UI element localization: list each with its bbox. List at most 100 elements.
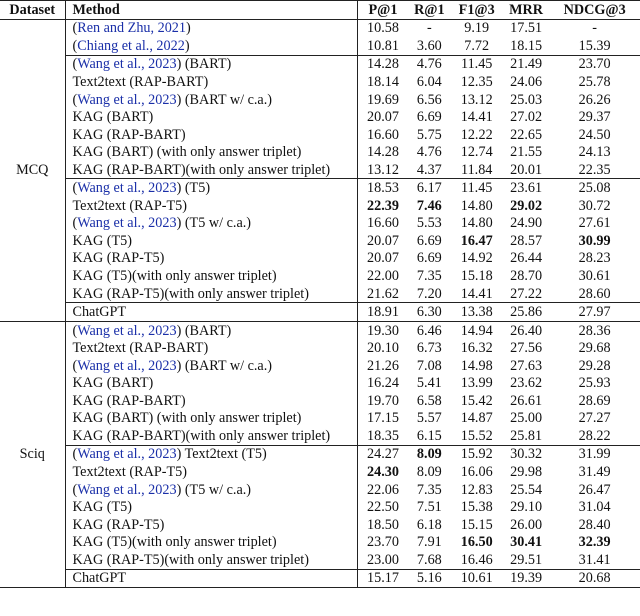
metric-cell-p-1: 23.70 [357, 533, 408, 551]
metric-cell-ndcg-3: 31.41 [549, 551, 640, 569]
metric-cell-mrr: 26.61 [503, 392, 549, 410]
table-row: KAG (BART) 16.24 5.41 13.99 23.62 25.93 [0, 374, 640, 393]
metric-cell-r-1: 5.57 [408, 410, 450, 428]
metric-value: - [426, 20, 432, 37]
method-text: Text2text (RAP-BART) [72, 340, 209, 357]
citation-link[interactable]: Chiang et al., 2022 [77, 37, 185, 54]
table-row: KAG (T5)(with only answer triplet) 23.70 7… [0, 533, 640, 551]
metric-cell-f1-3: 15.92 [450, 444, 503, 464]
metric-value: 29.10 [510, 499, 543, 516]
metric-cell-f1-3: 14.41 [451, 108, 503, 126]
metric-value: 29.51 [510, 551, 543, 568]
method-text: Text2text (RAP-T5) [72, 463, 187, 480]
metric-value: 30.32 [510, 446, 543, 463]
metric-value: 31.41 [578, 551, 611, 568]
header-mrr: MRR [509, 1, 544, 18]
metric-cell-ndcg-3: 25.78 [549, 73, 640, 91]
metric-cell-ndcg-3: 30.72 [549, 197, 640, 215]
table-row: KAG (RAP-T5)(with only answer triplet) 23… [0, 550, 640, 569]
metric-value: 22.65 [510, 126, 543, 143]
metric-value: 12.83 [460, 481, 493, 498]
method-suffix: ) (T5) [176, 180, 211, 197]
metric-cell-p-1: 16.60 [357, 215, 408, 233]
table-row: (Wang et al., 2023) (T5) 18.53 6.17 11.45 23… [0, 178, 640, 198]
citation-link[interactable]: Wang et al., 2023 [77, 357, 177, 374]
method-cell: Text2text (RAP-T5) [65, 197, 358, 215]
metric-cell-p-1: 22.39 [357, 197, 408, 215]
metric-value: 14.80 [460, 215, 493, 232]
metric-value: 14.41 [460, 109, 493, 126]
metric-value: 31.04 [578, 499, 611, 516]
metric-cell-ndcg-3: 28.60 [549, 285, 640, 303]
metric-value: 6.46 [416, 322, 442, 339]
metric-value: 30.41 [510, 534, 543, 551]
metric-cell-r-1: 6.69 [408, 108, 450, 126]
citation-link[interactable]: Ren and Zhu, 2021 [77, 20, 186, 37]
citation-link[interactable]: Wang et al., 2023 [77, 56, 177, 73]
metric-value: 6.69 [416, 250, 442, 267]
metric-value: 18.53 [367, 180, 399, 197]
metric-value: 6.69 [416, 232, 442, 249]
metric-cell-mrr: 24.90 [503, 215, 549, 233]
metric-value: 20.07 [367, 109, 399, 126]
metric-value: 29.28 [578, 357, 611, 374]
metric-value: 20.07 [367, 250, 399, 267]
header-ndcg3: NDCG@3 [563, 1, 626, 18]
citation-link[interactable]: Wang et al., 2023 [77, 446, 177, 463]
metric-value: 6.15 [416, 427, 442, 444]
citation-link[interactable]: Wang et al., 2023 [77, 91, 177, 108]
metric-value: 7.68 [416, 551, 442, 568]
metric-cell-mrr: 28.70 [503, 267, 549, 285]
metric-cell-p-1: 20.07 [357, 232, 408, 250]
metric-cell-ndcg-3: 30.61 [549, 267, 640, 285]
metric-cell-mrr: 25.81 [503, 427, 549, 445]
metric-cell-r-1: 6.58 [408, 392, 450, 410]
metric-cell-mrr: 26.00 [503, 516, 549, 534]
method-text: ( [72, 481, 78, 498]
metric-value: 28.40 [578, 516, 611, 533]
metric-cell-ndcg-3: 32.39 [549, 533, 640, 551]
metric-value: 28.70 [510, 267, 543, 284]
metric-value: 25.93 [578, 375, 611, 392]
citation-link[interactable]: Wang et al., 2023 [77, 180, 177, 197]
metric-cell-f1-3: 15.52 [451, 427, 503, 445]
method-suffix: ) [186, 20, 191, 37]
citation-link[interactable]: Wang et al., 2023 [77, 481, 177, 498]
metric-value: 27.27 [578, 410, 611, 427]
table-row: (Wang et al., 2023) (BART w/ c.a.) 21.26 7… [0, 356, 640, 375]
metric-value: 20.68 [578, 570, 611, 587]
metric-value: 12.35 [460, 73, 493, 90]
metric-value: 7.35 [416, 481, 442, 498]
metric-value: 24.90 [510, 215, 543, 232]
metric-cell-ndcg-3: 25.08 [549, 178, 640, 198]
metric-value: 19.39 [510, 570, 543, 587]
metric-value: - [592, 20, 597, 37]
metric-value: 14.28 [367, 144, 399, 161]
metric-value: 14.87 [460, 410, 493, 427]
metric-cell-f1-3: 11.45 [450, 54, 503, 74]
metric-cell-f1-3: 10.61 [450, 568, 503, 588]
metric-cell-r-1: 6.46 [408, 321, 450, 339]
metric-cell-mrr: 25.86 [502, 302, 550, 322]
metric-cell-r-1: 7.51 [408, 498, 450, 516]
metric-cell-mrr: 27.63 [503, 357, 549, 375]
metric-cell-f1-3: 14.87 [451, 410, 503, 428]
metric-value: 32.39 [578, 534, 611, 551]
citation-link[interactable]: Wang et al., 2023 [77, 322, 177, 339]
method-text: ( [72, 446, 78, 463]
metric-cell-f1-3: 16.06 [451, 463, 503, 481]
metric-cell-p-1: 19.69 [357, 91, 408, 109]
metric-value: 27.56 [510, 340, 543, 357]
metric-cell-mrr: 29.98 [503, 463, 549, 481]
metric-cell-p-1: 21.26 [357, 357, 408, 375]
metric-value: 5.75 [416, 126, 442, 143]
metric-value: 19.70 [367, 392, 399, 409]
metric-value: 29.37 [578, 109, 611, 126]
table-row: (Wang et al., 2023) (T5 w/ c.a.) 22.06 7.3… [0, 480, 640, 499]
citation-link[interactable]: Wang et al., 2023 [77, 215, 177, 232]
method-cell: (Wang et al., 2023) (T5 w/ c.a.) [65, 480, 358, 499]
metric-value: 15.17 [367, 570, 399, 587]
metric-cell-r-1: 5.53 [408, 215, 450, 233]
metric-value: 28.23 [578, 250, 611, 267]
method-cell: (Ren and Zhu, 2021) [65, 19, 358, 38]
